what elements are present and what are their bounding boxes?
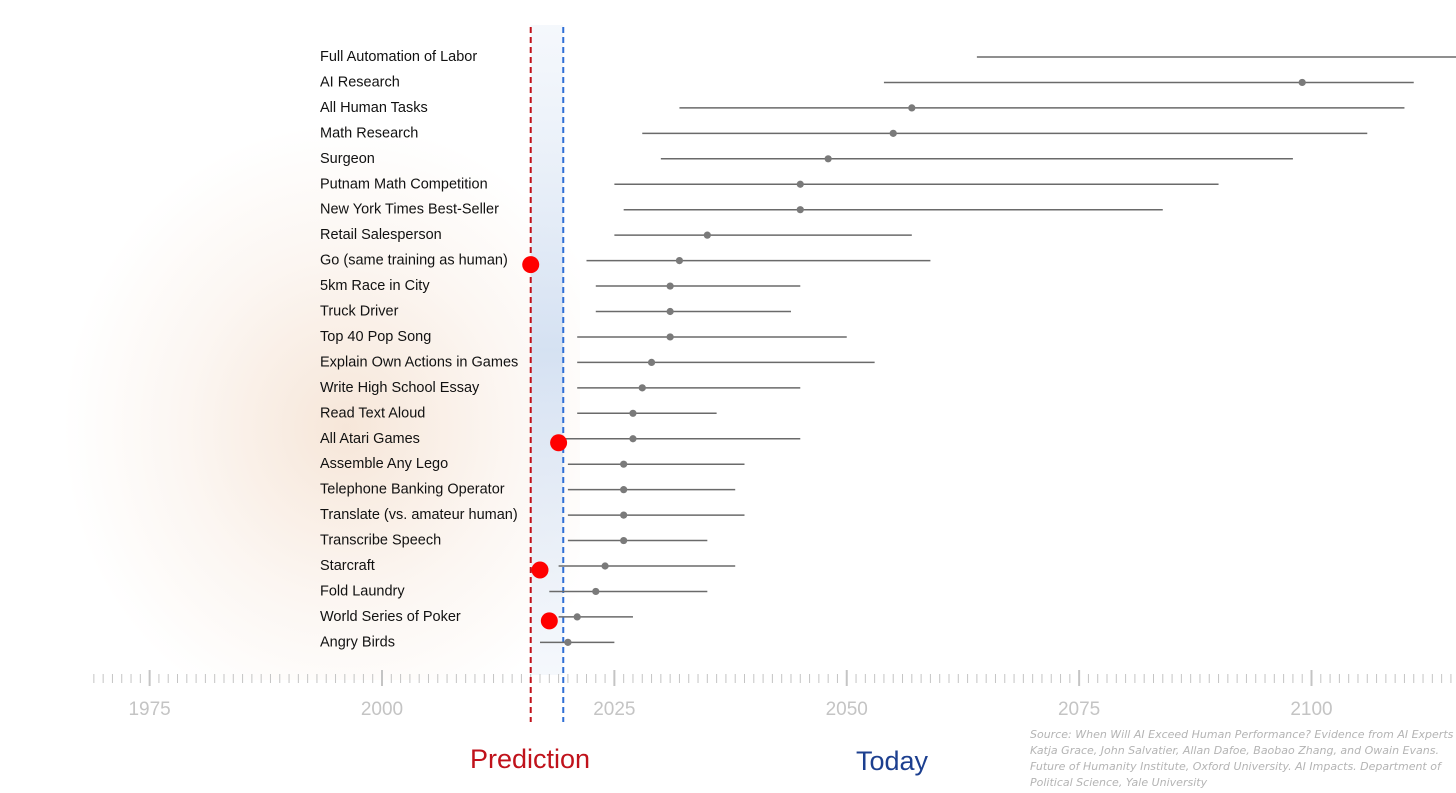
today-label: Today (856, 746, 929, 776)
source-line: Political Science, Yale University (1030, 776, 1208, 789)
task-row (577, 333, 847, 341)
task-row (623, 206, 1163, 214)
task-row (531, 561, 736, 579)
task-row (550, 434, 801, 452)
task-label: Write High School Essay (320, 380, 480, 396)
task-row (614, 180, 1219, 188)
tick-label: 2025 (593, 699, 635, 720)
task-label: Truck Driver (320, 304, 399, 320)
tick-label: 2100 (1290, 699, 1332, 720)
median-point (629, 435, 637, 443)
task-label: Assemble Any Lego (320, 456, 448, 472)
task-label: Putnam Math Competition (320, 176, 488, 192)
task-row (883, 78, 1414, 87)
achieved-point (550, 434, 568, 452)
task-label: Translate (vs. amateur human) (320, 507, 518, 523)
task-row (567, 536, 708, 545)
source-line: Source: When Will AI Exceed Human Perfor… (1030, 728, 1454, 741)
median-point (666, 282, 674, 290)
task-row (567, 460, 745, 468)
median-point (638, 384, 646, 392)
median-point (629, 409, 637, 417)
achieved-point (531, 561, 549, 579)
task-row (642, 129, 1368, 137)
task-label: Full Automation of Labor (320, 49, 477, 65)
task-label: All Human Tasks (320, 100, 428, 116)
tick-label: 1975 (128, 699, 170, 720)
task-label: World Series of Poker (320, 609, 461, 625)
source-citation: Source: When Will AI Exceed Human Perfor… (1030, 727, 1454, 791)
task-label: Retail Salesperson (320, 227, 442, 243)
task-label: Angry Birds (320, 634, 395, 650)
task-label: New York Times Best-Seller (320, 202, 499, 218)
task-label: AI Research (320, 74, 400, 90)
task-row (567, 511, 745, 519)
median-point (675, 257, 684, 265)
task-label: Fold Laundry (320, 583, 405, 599)
median-point (703, 231, 711, 239)
task-label: Surgeon (320, 151, 375, 167)
task-label: 5km Race in City (320, 278, 430, 294)
median-point (620, 511, 628, 519)
task-label: Starcraft (320, 558, 375, 574)
source-line: Future of Humanity Institute, Oxford Uni… (1030, 760, 1441, 773)
achieved-point (540, 612, 558, 630)
tick-label: 2000 (361, 699, 403, 720)
task-row (567, 486, 736, 494)
task-row (614, 231, 912, 239)
median-point (666, 333, 674, 341)
median-point (620, 536, 628, 545)
median-point (796, 180, 804, 188)
x-axis: 1975 2000 2025 2050 2075 2100 (93, 670, 1452, 720)
today-band (530, 25, 564, 675)
task-row (522, 256, 931, 274)
task-label: Top 40 Pop Song (320, 329, 431, 345)
tick-label: 2050 (826, 699, 868, 720)
median-point (601, 562, 609, 570)
task-row (540, 612, 633, 630)
median-point (889, 129, 897, 137)
task-label: Telephone Banking Operator (320, 482, 505, 498)
task-row (577, 409, 717, 417)
task-label: All Atari Games (320, 431, 420, 447)
task-label: Read Text Aloud (320, 405, 425, 421)
median-point (796, 206, 804, 214)
task-row (540, 638, 615, 646)
median-point (620, 460, 628, 468)
task-row (577, 358, 875, 366)
task-row (595, 307, 791, 316)
median-point (647, 358, 656, 366)
median-point (592, 587, 600, 596)
median-point (824, 155, 832, 163)
task-label: Explain Own Actions in Games (320, 354, 518, 370)
task-row (660, 155, 1293, 163)
median-point (666, 307, 674, 316)
task-label: Transcribe Speech (320, 533, 441, 549)
achieved-point (522, 256, 540, 274)
task-label: Go (same training as human) (320, 253, 508, 269)
task-row (595, 282, 801, 290)
task-row (679, 104, 1405, 112)
median-point (1298, 78, 1306, 87)
median-point (620, 486, 628, 494)
ai-milestone-chart: 1975 2000 2025 2050 2075 2100 Full Automation… (93, 25, 1456, 722)
task-label: Math Research (320, 125, 418, 141)
task-row (577, 384, 801, 392)
tick-label: 2075 (1058, 699, 1100, 720)
task-row (549, 587, 708, 596)
median-point (564, 638, 572, 646)
source-line: Katja Grace, John Salvatier, Allan Dafoe… (1030, 744, 1439, 757)
median-point (573, 613, 581, 621)
median-point (908, 104, 916, 112)
prediction-label: Prediction (470, 744, 591, 774)
